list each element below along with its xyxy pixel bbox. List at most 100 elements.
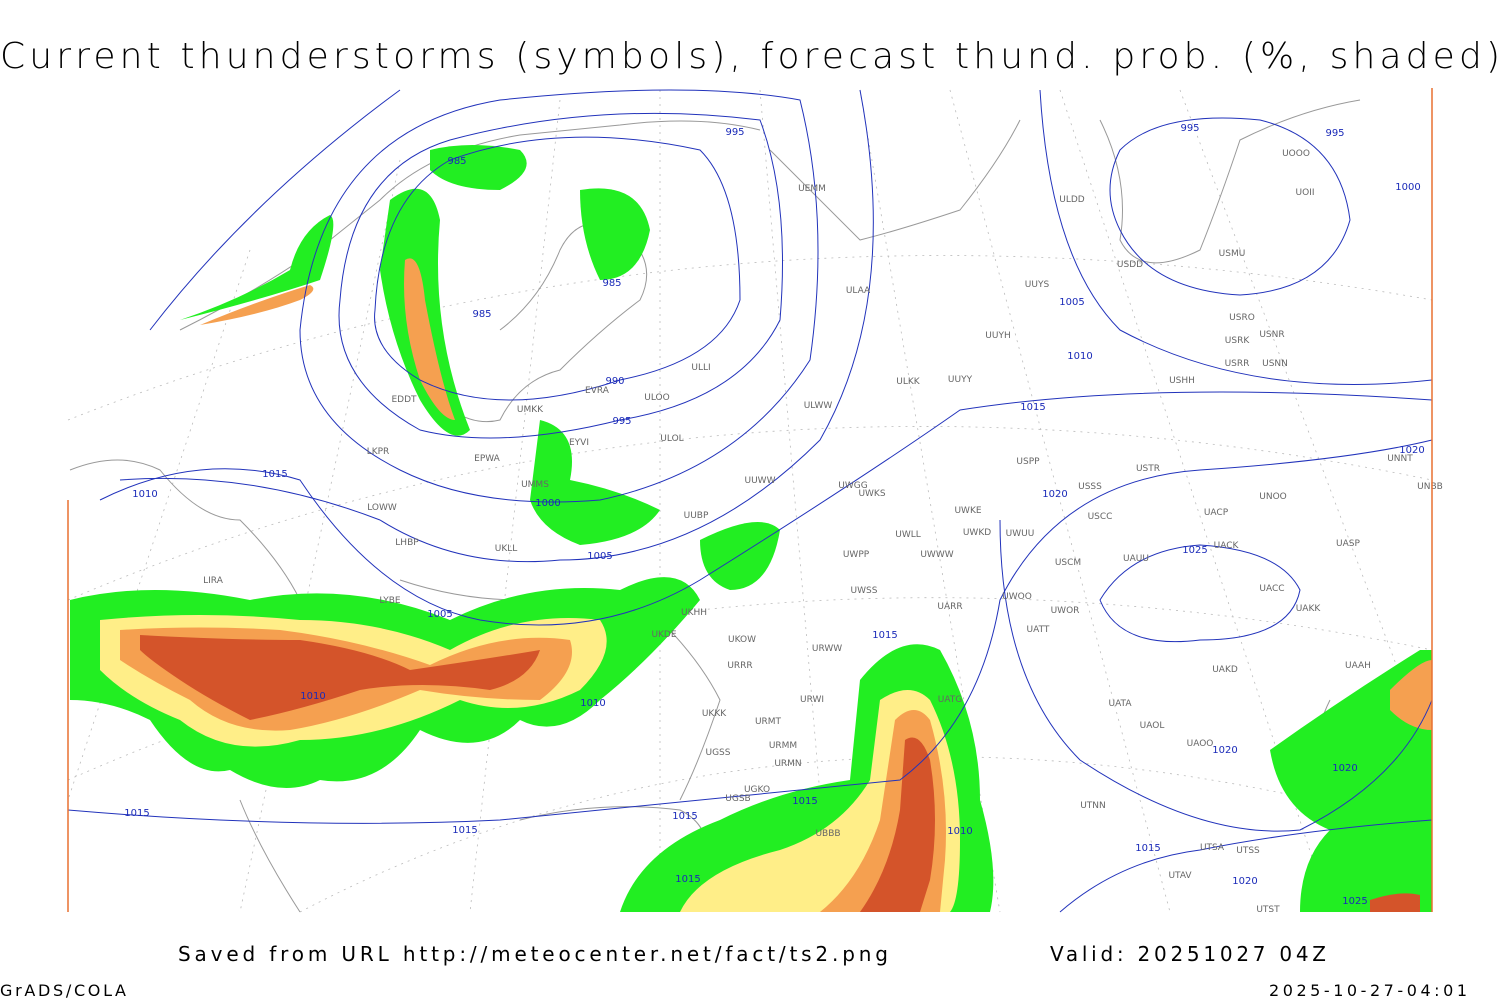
isobar-label: 1020	[1212, 745, 1237, 756]
station-label: UACP	[1204, 508, 1229, 518]
station-label: UTSA	[1200, 843, 1225, 853]
station-label: UWLL	[895, 530, 921, 540]
station-label: USNN	[1262, 359, 1288, 369]
station-label: ULLI	[691, 363, 710, 373]
isobar-label: 1020	[1399, 445, 1424, 456]
station-label: EYVI	[569, 438, 589, 448]
probability-shading	[70, 145, 1432, 912]
isobar-label: 1015	[872, 630, 897, 641]
station-label: URWI	[800, 695, 824, 705]
isobar-label: 1010	[580, 698, 605, 709]
station-label: USRK	[1225, 336, 1251, 346]
station-label: UATT	[1027, 625, 1050, 635]
station-label: LHBP	[395, 538, 419, 548]
isobar-label: 985	[602, 278, 621, 289]
station-label: LYBE	[379, 596, 400, 606]
station-label: UAKK	[1296, 604, 1322, 614]
station-label: UUYS	[1025, 280, 1050, 290]
station-label: UACK	[1214, 541, 1240, 551]
station-label: USMU	[1219, 249, 1246, 259]
station-label: USCM	[1055, 558, 1081, 568]
isobar-label: 1015	[1020, 402, 1045, 413]
station-label: UBBB	[815, 829, 840, 839]
station-label: UGSB	[725, 794, 750, 804]
station-label: UWUU	[1006, 529, 1035, 539]
station-label: USNR	[1259, 330, 1284, 340]
station-label: ULOL	[660, 434, 683, 444]
title: Current thunderstorms (symbols), forecas…	[0, 36, 1500, 77]
station-label: EDDT	[391, 395, 417, 405]
station-label: UWOO	[1002, 592, 1032, 602]
isobar-label: 995	[1180, 123, 1199, 134]
station-label: UUWW	[745, 476, 776, 486]
station-label: URWW	[812, 644, 842, 654]
station-label: EPWA	[474, 454, 501, 464]
isobar-label: 1025	[1182, 545, 1207, 556]
isobar-label: 995	[612, 416, 631, 427]
isobar-label: 995	[725, 127, 744, 138]
isobar-label: 1015	[672, 811, 697, 822]
isobar-label: 1010	[947, 826, 972, 837]
station-label: USCC	[1088, 512, 1113, 522]
station-label: USTR	[1136, 464, 1160, 474]
station-label: UWKE	[954, 506, 981, 516]
station-label: UKDE	[651, 630, 676, 640]
station-label: LOWW	[367, 503, 397, 513]
isobar-label: 995	[1325, 128, 1344, 139]
station-label: EVRA	[585, 386, 610, 396]
station-label: UWGG	[838, 481, 867, 491]
station-label: UWOR	[1051, 606, 1080, 616]
isobar-label: 1005	[587, 551, 612, 562]
isobar-labels: 985 985 985 990 995 995 995 995 1000 1000 1005 1005…	[124, 123, 1424, 907]
isobar-label: 1010	[300, 691, 325, 702]
isobar-label: 1015	[262, 469, 287, 480]
station-label: LIRA	[203, 576, 224, 586]
isobar-label: 1020	[1232, 876, 1257, 887]
isobar-label: 1005	[1059, 297, 1084, 308]
isobar-label: 1010	[132, 489, 157, 500]
station-label: UKLL	[495, 544, 518, 554]
isobar-label: 1015	[792, 796, 817, 807]
station-label: UAOL	[1140, 721, 1165, 731]
station-label: USRO	[1229, 313, 1255, 323]
station-label: UASP	[1336, 539, 1360, 549]
station-label: ULDD	[1059, 195, 1085, 205]
station-label: USPP	[1016, 457, 1040, 467]
station-label: URMN	[774, 759, 801, 769]
station-label: UUYH	[985, 331, 1010, 341]
station-label: ULKK	[896, 377, 921, 387]
isobar-label: 985	[472, 309, 491, 320]
station-label: URRR	[727, 661, 752, 671]
station-label: ULWW	[804, 401, 833, 411]
station-label: UUBP	[684, 511, 709, 521]
station-label: UEMM	[798, 184, 826, 194]
isobar-label: 1020	[1042, 489, 1067, 500]
station-label: UOOO	[1282, 149, 1310, 159]
station-labels: ULDD UUYS ULAA UUYH ULKK UUYY ULWW UEMM USDD USMU…	[203, 149, 1443, 915]
valid-time: Valid: 20251027 04Z	[1050, 942, 1326, 966]
station-label: UACC	[1259, 584, 1284, 594]
station-label: UNOO	[1259, 492, 1287, 502]
graticule	[67, 89, 1433, 913]
isobars	[67, 89, 1433, 913]
isobar-label: 1015	[675, 874, 700, 885]
station-label: UTNN	[1080, 801, 1106, 811]
station-label: UARR	[937, 602, 962, 612]
station-label: UWPP	[843, 550, 870, 560]
station-label: UUYY	[948, 375, 973, 385]
station-label: URMM	[769, 741, 797, 751]
isobar-label: 1000	[535, 498, 560, 509]
station-label: UKKK	[702, 709, 727, 719]
isobar-label: 1015	[124, 808, 149, 819]
station-label: UNBB	[1417, 482, 1443, 492]
isobar-label: 1020	[1332, 763, 1357, 774]
station-label: UTSS	[1236, 846, 1260, 856]
station-label: UOII	[1296, 188, 1315, 198]
station-label: UKHH	[681, 608, 707, 618]
station-label: UWSS	[851, 586, 878, 596]
station-label: UTAV	[1168, 871, 1192, 881]
station-label: USHH	[1169, 376, 1195, 386]
isobar-label: 985	[447, 156, 466, 167]
station-label: UWKS	[858, 489, 885, 499]
